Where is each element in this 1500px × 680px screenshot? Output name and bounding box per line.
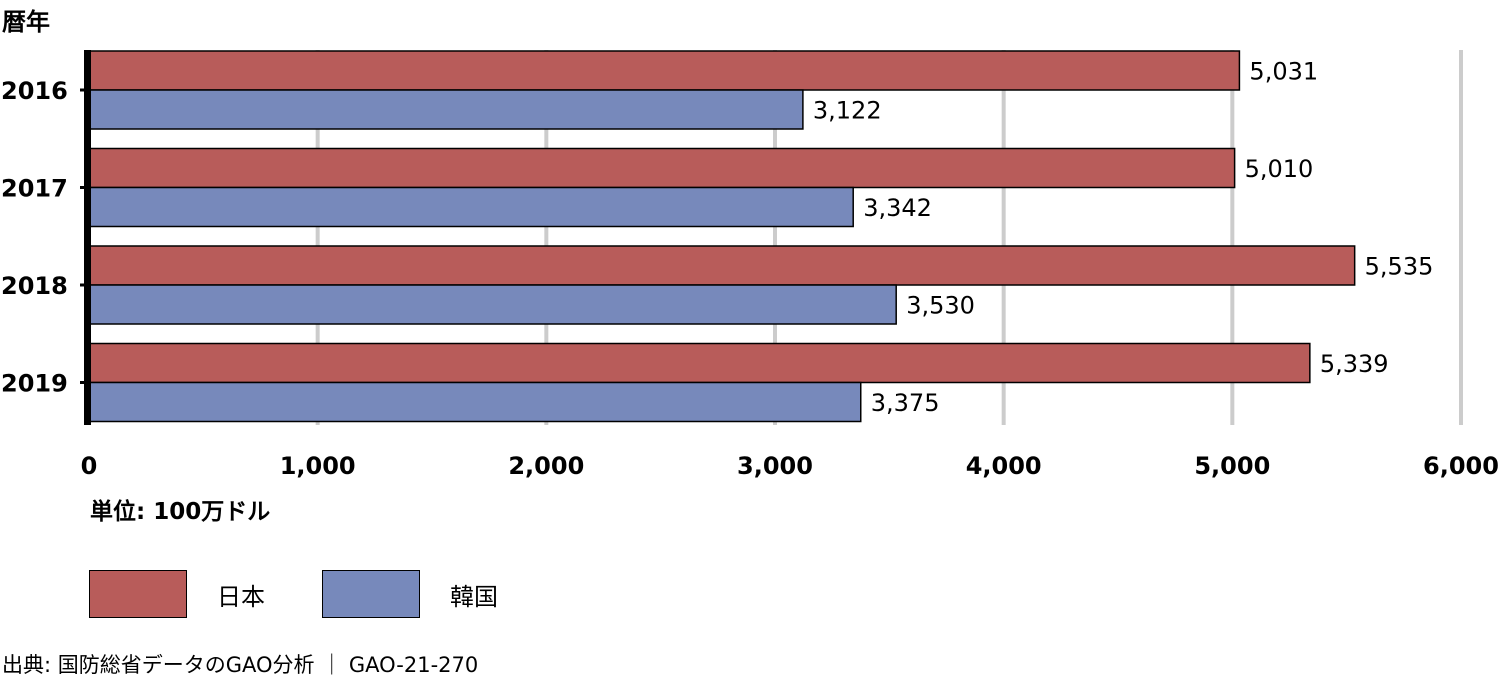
data-label: 3,530: [906, 292, 975, 320]
x-tick-label: 3,000: [737, 452, 813, 480]
x-tick-label: 2,000: [508, 452, 584, 480]
data-label: 5,535: [1365, 253, 1434, 281]
bar: [88, 147, 1236, 189]
x-tick-label: 0: [81, 452, 98, 480]
data-label: 5,339: [1320, 350, 1389, 378]
unit-note: 単位: 100万ドル: [90, 499, 271, 525]
x-tick-label: 1,000: [280, 452, 356, 480]
data-label: 5,010: [1245, 155, 1314, 183]
bar: [88, 245, 1356, 286]
y-axis-title: 暦年: [2, 8, 50, 36]
x-tick-label: 4,000: [966, 452, 1042, 480]
bar: [88, 186, 854, 228]
x-tick-label: 5,000: [1194, 452, 1270, 480]
data-label: 3,342: [863, 194, 932, 222]
category-label: 2018: [1, 272, 68, 300]
bar-chart: 5,031 3,122 2016 5,010 3,342 2017 5,535 3,530 20…: [1, 50, 1499, 480]
legend: 日本 韓国: [0, 570, 1500, 622]
bar: [88, 89, 804, 130]
category-label: 2017: [1, 175, 68, 203]
category-label: 2016: [1, 77, 68, 105]
legend-swatch-korea: [322, 570, 420, 618]
legend-item-korea: 韓国: [322, 570, 498, 618]
bar: [88, 284, 897, 325]
legend-swatch-japan: [89, 570, 187, 618]
bar: [88, 342, 1311, 384]
y-axis-line: [84, 50, 91, 425]
legend-label-korea: 韓国: [450, 582, 498, 611]
source-note: 出典: 国防総省データのGAO分析 ｜ GAO-21-270: [2, 653, 479, 677]
legend-item-japan: 日本: [89, 570, 265, 618]
bar: [88, 50, 1241, 91]
category-label: 2019: [1, 370, 68, 398]
legend-label-japan: 日本: [217, 582, 265, 611]
bar: [88, 381, 862, 423]
data-label: 5,031: [1249, 58, 1318, 86]
x-tick-label: 6,000: [1423, 452, 1499, 480]
data-label: 3,122: [813, 97, 882, 125]
data-label: 3,375: [871, 389, 940, 417]
